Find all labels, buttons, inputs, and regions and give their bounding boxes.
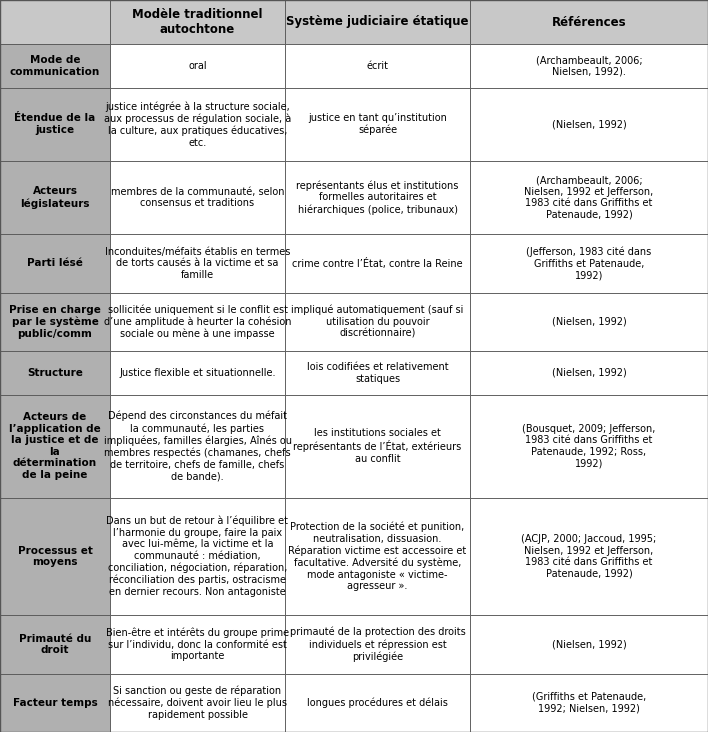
Text: (Nielsen, 1992): (Nielsen, 1992) xyxy=(552,368,627,378)
Text: (Griffiths et Patenaude,
1992; Nielsen, 1992): (Griffiths et Patenaude, 1992; Nielsen, … xyxy=(532,692,646,714)
Bar xyxy=(0,351,110,395)
Bar xyxy=(110,498,285,615)
Bar xyxy=(110,673,285,732)
Bar xyxy=(110,234,285,293)
Text: sollicitée uniquement si le conflit est
d’une amplitude à heurter la cohésion
so: sollicitée uniquement si le conflit est … xyxy=(104,305,291,339)
Bar xyxy=(0,0,110,44)
Text: (Archambeault, 2006;
Nielsen, 1992 et Jefferson,
1983 cité dans Griffiths et
Pat: (Archambeault, 2006; Nielsen, 1992 et Je… xyxy=(525,175,653,220)
Bar xyxy=(0,498,110,615)
Text: longues procédures et délais: longues procédures et délais xyxy=(307,698,448,708)
Text: Bien-être et intérêts du groupe prime
sur l’individu, donc la conformité est
imp: Bien-être et intérêts du groupe prime su… xyxy=(106,627,289,661)
Text: Acteurs de
l’application de
la justice et de
la
détermination
de la peine: Acteurs de l’application de la justice e… xyxy=(9,412,101,480)
Text: lois codifiées et relativement
statiques: lois codifiées et relativement statiques xyxy=(307,362,448,384)
Text: Acteurs
législateurs: Acteurs législateurs xyxy=(21,187,90,209)
Text: Primauté du
droit: Primauté du droit xyxy=(19,633,91,655)
Bar xyxy=(470,498,708,615)
Bar xyxy=(0,44,110,88)
Bar xyxy=(285,293,470,351)
Text: représentants élus et institutions
formelles autoritaires et
hiérarchiques (poli: représentants élus et institutions forme… xyxy=(297,180,459,214)
Text: Protection de la société et punition,
neutralisation, dissuasion.
Réparation vic: Protection de la société et punition, ne… xyxy=(288,521,467,591)
Text: Étendue de la
justice: Étendue de la justice xyxy=(14,113,96,135)
Text: justice en tant qu’institution
séparée: justice en tant qu’institution séparée xyxy=(308,113,447,135)
Text: Processus et
moyens: Processus et moyens xyxy=(18,545,93,567)
Text: (Archambeault, 2006;
Nielsen, 1992).: (Archambeault, 2006; Nielsen, 1992). xyxy=(536,55,642,77)
Bar xyxy=(110,44,285,88)
Bar xyxy=(285,615,470,673)
Bar xyxy=(470,234,708,293)
Bar xyxy=(470,615,708,673)
Text: justice intégrée à la structure sociale,
aux processus de régulation sociale, à
: justice intégrée à la structure sociale,… xyxy=(104,101,291,148)
Bar xyxy=(285,88,470,161)
Bar xyxy=(110,395,285,498)
Text: Modèle traditionnel
autochtone: Modèle traditionnel autochtone xyxy=(132,8,263,36)
Text: (ACJP, 2000; Jaccoud, 1995;
Nielsen, 1992 et Jefferson,
1983 cité dans Griffiths: (ACJP, 2000; Jaccoud, 1995; Nielsen, 199… xyxy=(521,534,656,579)
Bar xyxy=(285,234,470,293)
Bar xyxy=(0,673,110,732)
Bar xyxy=(0,395,110,498)
Bar xyxy=(285,498,470,615)
Bar xyxy=(470,673,708,732)
Bar xyxy=(470,351,708,395)
Text: Structure: Structure xyxy=(27,368,83,378)
Text: Prise en charge
par le système
public/comm: Prise en charge par le système public/co… xyxy=(9,305,101,339)
Text: Facteur temps: Facteur temps xyxy=(13,698,98,708)
Bar xyxy=(285,673,470,732)
Text: (Nielsen, 1992): (Nielsen, 1992) xyxy=(552,119,627,130)
Bar xyxy=(110,351,285,395)
Text: primauté de la protection des droits
individuels et répression est
privilégiée: primauté de la protection des droits ind… xyxy=(290,627,465,662)
Text: crime contre l’État, contre la Reine: crime contre l’État, contre la Reine xyxy=(292,258,463,269)
Bar xyxy=(470,293,708,351)
Bar xyxy=(0,293,110,351)
Bar xyxy=(110,0,285,44)
Text: Inconduites/méfaits établis en termes
de torts causés à la victime et sa
famille: Inconduites/méfaits établis en termes de… xyxy=(105,247,290,280)
Text: Références: Références xyxy=(552,15,627,29)
Text: oral: oral xyxy=(188,61,207,71)
Text: Dans un but de retour à l’équilibre et
l’harmonie du groupe, faire la paix
avec : Dans un but de retour à l’équilibre et l… xyxy=(106,515,288,597)
Bar xyxy=(470,161,708,234)
Bar xyxy=(110,161,285,234)
Bar xyxy=(285,44,470,88)
Text: Parti lésé: Parti lésé xyxy=(27,258,83,269)
Text: Dépend des circonstances du méfait
la communauté, les parties
impliquées, famill: Dépend des circonstances du méfait la co… xyxy=(103,411,292,481)
Bar xyxy=(0,88,110,161)
Bar xyxy=(285,351,470,395)
Bar xyxy=(470,395,708,498)
Text: impliqué automatiquement (sauf si
utilisation du pouvoir
discrétionnaire): impliqué automatiquement (sauf si utilis… xyxy=(291,305,464,339)
Bar xyxy=(285,161,470,234)
Text: les institutions sociales et
représentants de l’État, extérieurs
au conflit: les institutions sociales et représentan… xyxy=(293,428,462,464)
Text: Mode de
communication: Mode de communication xyxy=(10,55,100,77)
Bar xyxy=(0,615,110,673)
Bar xyxy=(110,88,285,161)
Text: Si sanction ou geste de réparation
nécessaire, doivent avoir lieu le plus
rapide: Si sanction ou geste de réparation néces… xyxy=(108,686,287,720)
Bar xyxy=(110,293,285,351)
Text: (Bousquet, 2009; Jefferson,
1983 cité dans Griffiths et
Patenaude, 1992; Ross,
1: (Bousquet, 2009; Jefferson, 1983 cité da… xyxy=(523,424,656,468)
Bar xyxy=(470,88,708,161)
Bar xyxy=(0,161,110,234)
Text: écrit: écrit xyxy=(367,61,389,71)
Text: membres de la communauté, selon
consensus et traditions: membres de la communauté, selon consensu… xyxy=(110,187,284,209)
Bar xyxy=(285,395,470,498)
Text: Système judiciaire étatique: Système judiciaire étatique xyxy=(286,15,469,29)
Bar xyxy=(0,234,110,293)
Text: (Nielsen, 1992): (Nielsen, 1992) xyxy=(552,317,627,326)
Bar xyxy=(110,615,285,673)
Text: Justice flexible et situationnelle.: Justice flexible et situationnelle. xyxy=(119,368,275,378)
Text: (Jefferson, 1983 cité dans
Griffiths et Patenaude,
1992): (Jefferson, 1983 cité dans Griffiths et … xyxy=(526,247,651,280)
Bar xyxy=(470,0,708,44)
Bar xyxy=(470,44,708,88)
Text: (Nielsen, 1992): (Nielsen, 1992) xyxy=(552,639,627,649)
Bar xyxy=(285,0,470,44)
